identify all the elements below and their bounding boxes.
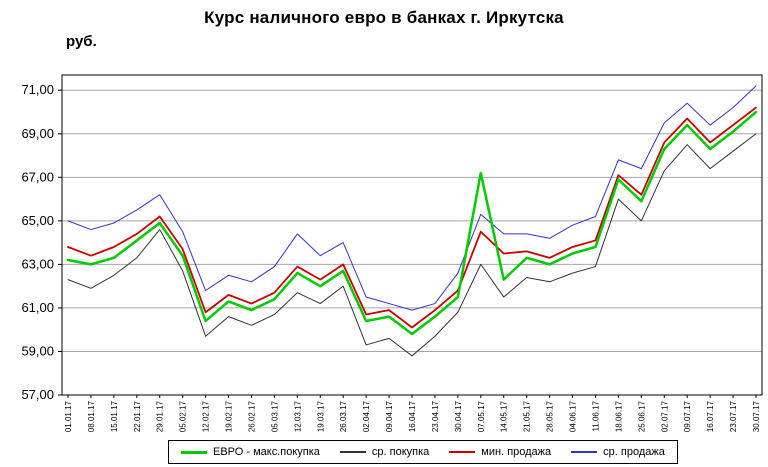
y-tick-label: 65,00	[21, 213, 54, 228]
y-tick-label: 67,00	[21, 169, 54, 184]
y-tick-label: 61,00	[21, 300, 54, 315]
legend-item: мин. продажа	[449, 446, 551, 458]
series-line-ср. продажа	[67, 85, 757, 311]
x-tick-label: 01.01.17	[64, 400, 73, 432]
x-tick-label: 07.05.17	[477, 400, 486, 432]
x-tick-label: 04.06.17	[569, 400, 578, 432]
x-tick-label: 09.04.17	[385, 400, 394, 432]
legend-item: ср. покупка	[339, 446, 430, 458]
x-tick-label: 02.04.17	[362, 400, 371, 432]
x-tick-label: 05.03.17	[270, 400, 279, 432]
legend-label: ср. покупка	[371, 446, 430, 458]
chart-title: Курс наличного евро в банках г. Иркутска	[204, 8, 564, 27]
legend-line-sample	[339, 451, 366, 453]
x-tick-label: 12.02.17	[202, 400, 211, 432]
y-tick-label: 71,00	[21, 82, 54, 97]
series-line-ср. покупка	[67, 133, 757, 357]
x-tick-label: 30.07.17	[752, 400, 761, 432]
x-tick-label: 16.04.17	[408, 400, 417, 432]
x-tick-label: 15.01.17	[110, 400, 119, 432]
y-axis-unit-label: руб.	[66, 33, 97, 50]
x-tick-label: 14.05.17	[500, 400, 509, 432]
x-tick-label: 29.01.17	[156, 400, 165, 432]
legend-label: ср. продажа	[603, 446, 665, 458]
series-line-ЕВРО - макс.покупка	[66, 110, 758, 336]
x-tick-label: 16.07.17	[706, 400, 715, 432]
series-line-мин. продажа	[67, 106, 757, 329]
x-tick-label: 25.06.17	[637, 400, 646, 432]
x-tick-label: 23.04.17	[431, 400, 440, 432]
x-tick-label: 02.07.17	[660, 400, 669, 432]
x-tick-label: 22.01.17	[133, 400, 142, 432]
x-tick-label: 28.05.17	[546, 400, 555, 432]
legend-label: мин. продажа	[481, 446, 552, 458]
y-tick-label: 59,00	[21, 343, 54, 358]
x-tick-label: 19.02.17	[225, 400, 234, 432]
y-tick-label: 57,00	[21, 387, 54, 402]
x-tick-label: 19.03.17	[316, 400, 325, 432]
x-tick-label: 05.02.17	[179, 400, 188, 432]
x-tick-label: 11.06.17	[591, 400, 600, 431]
x-tick-label: 21.05.17	[523, 400, 532, 432]
legend: ЕВРО - макс.покупка ср. покупка мин. прода…	[168, 440, 678, 464]
x-tick-label: 08.01.17	[87, 400, 96, 432]
x-tick-label: 23.07.17	[729, 400, 738, 432]
x-tick-label: 30.04.17	[454, 400, 463, 432]
legend-line-sample	[449, 451, 476, 453]
x-tick-label: 26.03.17	[339, 400, 348, 432]
x-tick-label: 09.07.17	[683, 400, 692, 432]
y-tick-label: 69,00	[21, 126, 54, 141]
x-tick-label: 12.03.17	[293, 400, 302, 432]
x-tick-label: 26.02.17	[247, 400, 256, 432]
legend-item: ЕВРО - макс.покупка	[181, 446, 320, 458]
legend-item: ср. продажа	[571, 446, 665, 458]
legend-label: ЕВРО - макс.покупка	[213, 446, 320, 458]
legend-line-sample	[571, 451, 598, 453]
x-tick-label: 18.06.17	[614, 400, 623, 432]
legend-line-sample	[181, 450, 207, 454]
y-tick-label: 63,00	[21, 256, 54, 271]
